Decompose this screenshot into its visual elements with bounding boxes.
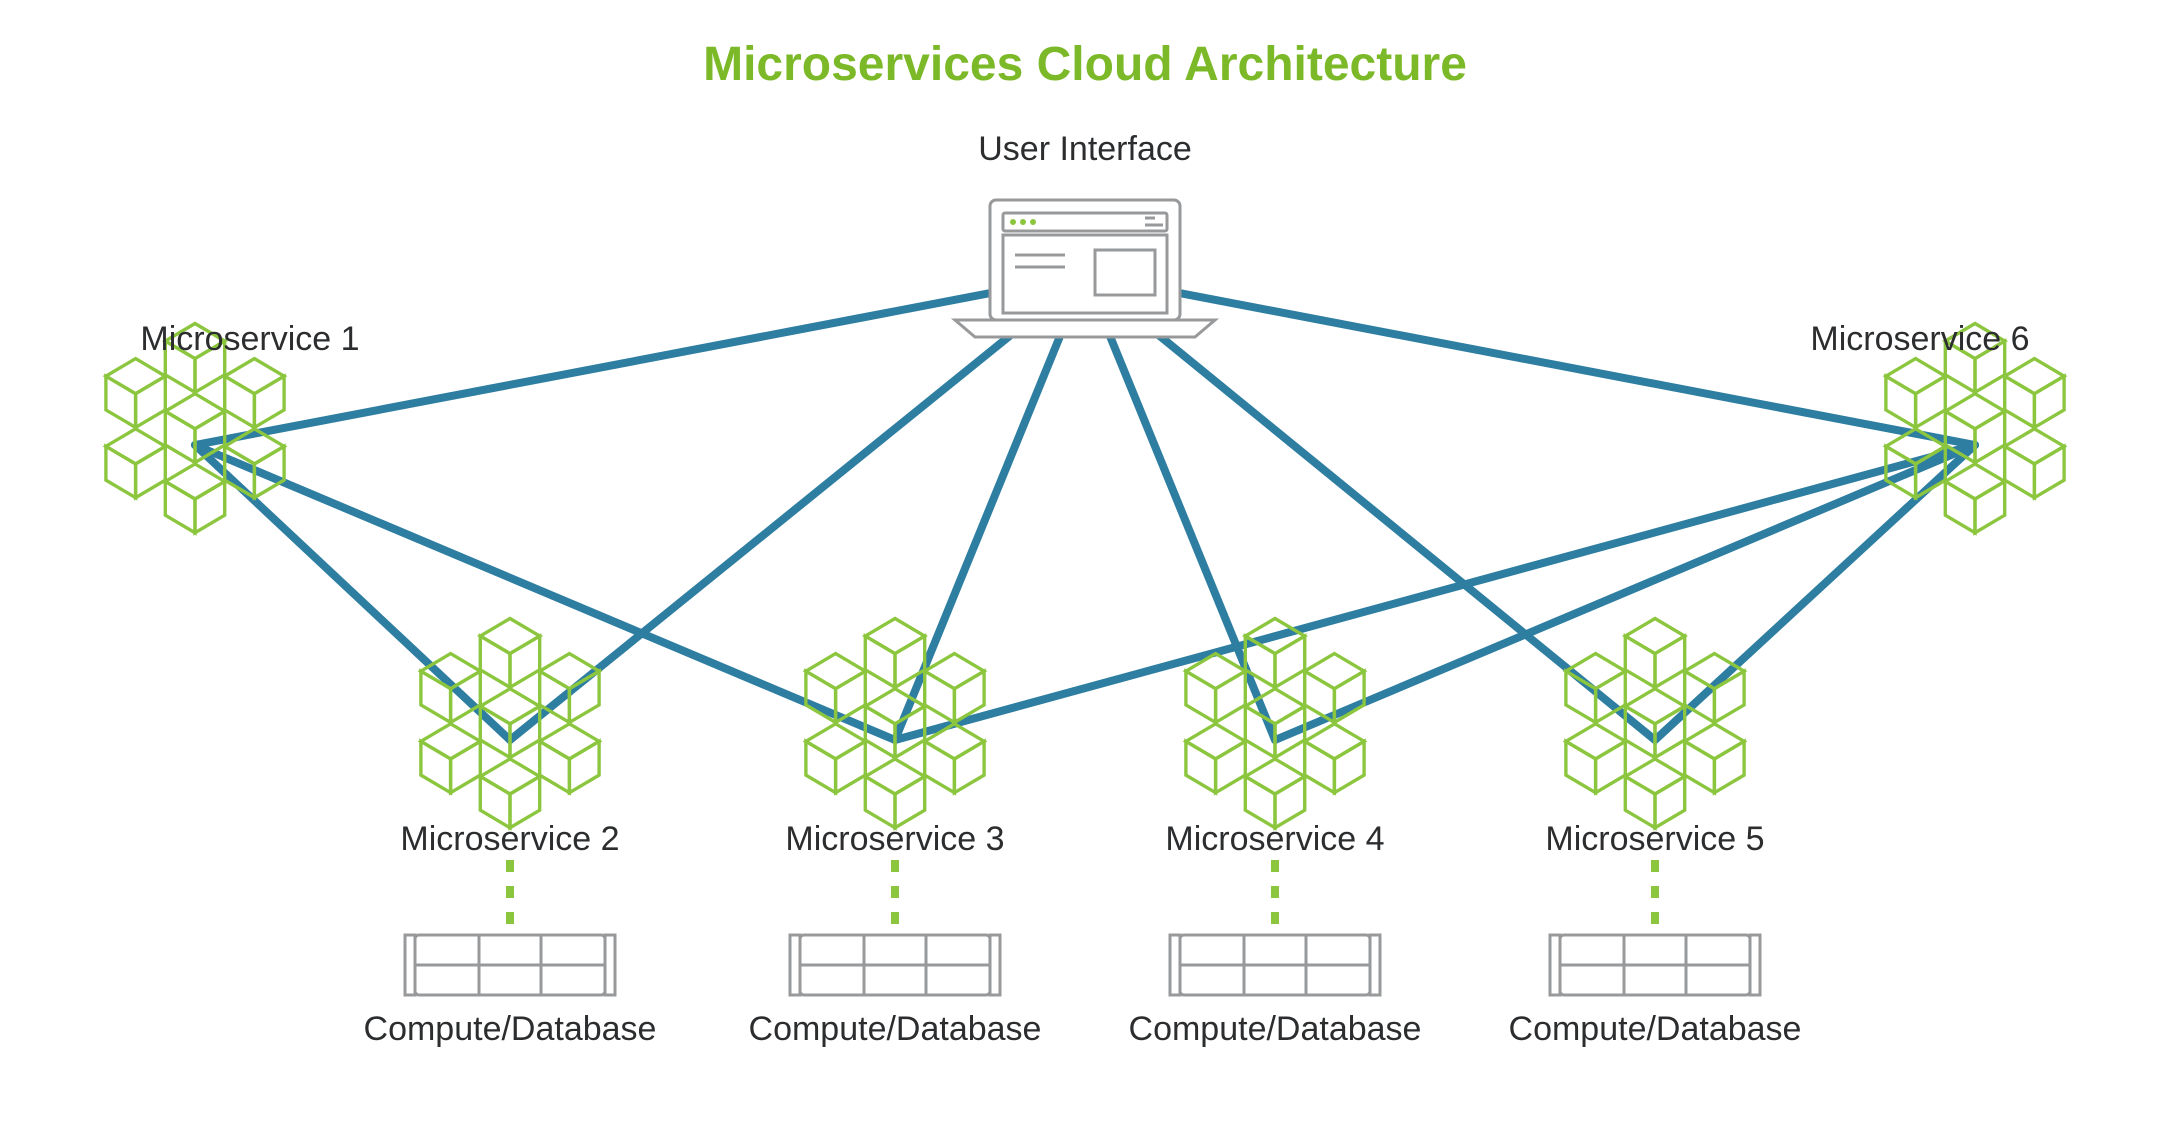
- node-cd2: [405, 935, 615, 995]
- compute-icon: [1550, 935, 1760, 995]
- label-cd3: Compute/Database: [749, 1010, 1042, 1048]
- node-ms2: [421, 619, 599, 828]
- edge-ui-ms1: [195, 275, 1085, 445]
- label-cd2: Compute/Database: [364, 1010, 657, 1048]
- edge-ui-ms6: [1085, 275, 1975, 445]
- edge-ms1-ms3: [195, 445, 895, 740]
- label-cd4: Compute/Database: [1129, 1010, 1422, 1048]
- node-ui: [955, 200, 1215, 337]
- compute-icon: [790, 935, 1000, 995]
- nodes-layer: [106, 200, 2064, 995]
- node-cd5: [1550, 935, 1760, 995]
- dashed-edges-layer: [510, 860, 1655, 930]
- node-cd4: [1170, 935, 1380, 995]
- compute-icon: [1170, 935, 1380, 995]
- edges-layer: [195, 275, 1975, 740]
- node-ms5: [1566, 619, 1744, 828]
- label-ms6: Microservice 6: [1810, 320, 2029, 358]
- label-ui: User Interface: [978, 130, 1192, 168]
- microservice-icon: [421, 619, 599, 828]
- microservice-icon: [1566, 619, 1744, 828]
- laptop-icon: [955, 200, 1215, 337]
- label-ms4: Microservice 4: [1165, 820, 1384, 858]
- node-cd3: [790, 935, 1000, 995]
- diagram-title: Microservices Cloud Architecture: [703, 38, 1467, 91]
- label-ms5: Microservice 5: [1545, 820, 1764, 858]
- label-ms3: Microservice 3: [785, 820, 1004, 858]
- label-ms1: Microservice 1: [140, 320, 359, 358]
- label-cd5: Compute/Database: [1509, 1010, 1802, 1048]
- label-ms2: Microservice 2: [400, 820, 619, 858]
- compute-icon: [405, 935, 615, 995]
